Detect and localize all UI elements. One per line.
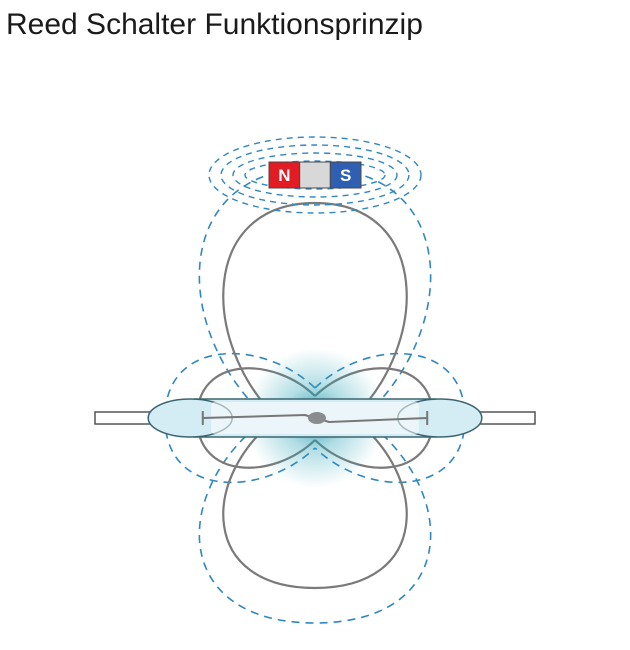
magnet-mid	[300, 162, 331, 188]
diagram-title: Reed Schalter Funktionsprinzip	[6, 8, 423, 42]
reed-contact	[308, 412, 326, 424]
magnet-label-s: S	[340, 166, 351, 185]
magnet-label-n: N	[278, 166, 290, 185]
